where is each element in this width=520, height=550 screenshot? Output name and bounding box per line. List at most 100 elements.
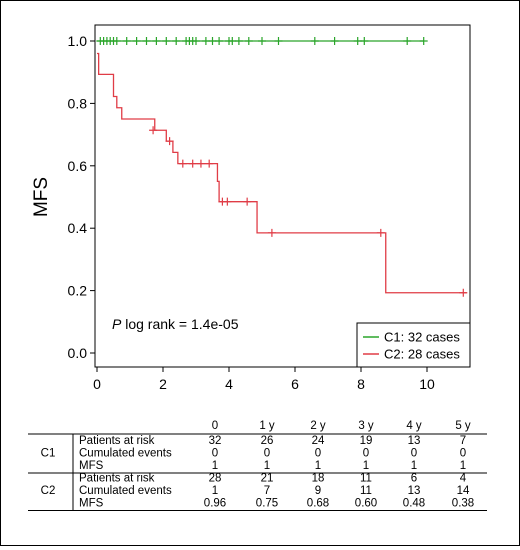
legend-label: C2: 28 cases	[384, 347, 460, 362]
x-tick-label: 2	[159, 376, 167, 392]
time-header: 3 y	[358, 420, 374, 432]
table-cell: 0.38	[452, 498, 474, 510]
censor-mark	[188, 159, 197, 168]
row-label: Patients at risk	[79, 435, 155, 447]
survival-curve	[97, 52, 467, 294]
time-header: 5 y	[455, 420, 471, 432]
censor-mark	[244, 37, 253, 45]
table-cell: 1	[212, 460, 218, 472]
censor-mark	[419, 37, 428, 45]
censor-mark	[122, 37, 131, 45]
table-cell: 32	[209, 435, 222, 447]
censor-mark	[192, 37, 200, 45]
y-tick-label: 0.8	[68, 95, 88, 111]
x-tick-label: 8	[357, 376, 365, 392]
time-header: 0	[212, 420, 218, 432]
table-cell: 13	[408, 435, 421, 447]
table-cell: 6	[411, 473, 417, 485]
censor-mark	[376, 228, 385, 237]
table-cell: 0.48	[403, 498, 425, 510]
censor-mark	[330, 37, 339, 45]
x-tick-label: 0	[93, 376, 101, 392]
table-cell: 1	[460, 460, 466, 472]
row-label: MFS	[79, 460, 104, 472]
series-2	[97, 52, 468, 297]
censor-mark	[274, 37, 283, 45]
table-cell: 1	[411, 460, 417, 472]
censor-mark	[112, 37, 121, 45]
table-cell: 0.68	[307, 498, 329, 510]
table-cell: 14	[457, 485, 470, 497]
table-cell: 28	[209, 473, 222, 485]
table-cell: 0	[411, 448, 417, 460]
table-cell: 26	[261, 435, 274, 447]
logrank-text: log rank = 1.4e-05	[121, 316, 238, 332]
plot-area: 0.0 0.2 0.4 0.6 0.8 1.0 0 2 4 6 8 10	[68, 24, 471, 392]
y-tick-label: 0.6	[68, 158, 88, 174]
table-cell: 7	[460, 435, 466, 447]
table-cell: 9	[315, 485, 321, 497]
censor-mark	[360, 37, 369, 45]
y-tick-label: 0.2	[68, 283, 88, 299]
table-cell: 4	[460, 473, 467, 485]
censor-mark	[152, 37, 161, 45]
table-cell: 18	[312, 473, 325, 485]
table-cell: 1	[264, 460, 270, 472]
table-cell: 1	[315, 460, 321, 472]
table-cell: 1	[212, 485, 218, 497]
plot-border	[94, 24, 471, 368]
x-tick-label: 4	[225, 376, 233, 392]
table-cell: 0	[315, 448, 321, 460]
censor-mark	[162, 37, 171, 45]
censor-mark	[196, 159, 205, 168]
table-cell: 0.60	[355, 498, 377, 510]
time-header: 1 y	[259, 420, 275, 432]
table-cell: 0	[212, 448, 218, 460]
row-label: Patients at risk	[79, 473, 155, 485]
table-cell: 0	[264, 448, 270, 460]
censor-mark	[132, 37, 141, 45]
censor-mark	[165, 137, 174, 146]
table-cell: 11	[360, 473, 372, 485]
y-tick-label: 0.0	[68, 345, 88, 361]
logrank-annotation: P log rank = 1.4e-05	[112, 316, 239, 332]
legend: C1: 32 cases C2: 28 cases	[356, 322, 471, 368]
row-label: MFS	[79, 498, 104, 510]
y-axis-label: MFS	[31, 177, 52, 217]
censor-mark	[205, 159, 214, 168]
censor-mark	[142, 37, 151, 45]
table-cell: 21	[261, 473, 274, 485]
table-cell: 0	[460, 448, 466, 460]
table-cell: 0	[363, 448, 369, 460]
table-cell: 19	[360, 435, 373, 447]
x-tick-label: 10	[419, 376, 435, 392]
censor-mark	[234, 37, 243, 45]
row-label: Cumulated events	[79, 448, 172, 460]
x-tick-label: 6	[291, 376, 299, 392]
table-cell: 13	[408, 485, 421, 497]
logrank-p-italic: P	[112, 316, 122, 332]
legend-box	[356, 322, 471, 368]
table-cell: 11	[360, 485, 372, 497]
series-1	[96, 37, 428, 45]
censor-mark	[178, 159, 187, 168]
censor-mark	[223, 197, 232, 206]
table-cell: 1	[363, 460, 369, 472]
censor-mark	[172, 37, 181, 45]
censor-mark	[267, 228, 276, 237]
table-cell: 24	[312, 435, 325, 447]
censor-mark	[215, 37, 224, 45]
group-label: C1	[41, 448, 56, 460]
censor-mark	[403, 37, 412, 45]
censor-mark	[243, 197, 252, 206]
legend-label: C1: 32 cases	[384, 330, 460, 345]
y-tick-label: 1.0	[68, 33, 88, 49]
censor-mark	[310, 37, 319, 45]
censor-mark	[459, 288, 468, 297]
row-label: Cumulated events	[79, 485, 172, 497]
table-cell: 0.96	[204, 498, 226, 510]
censor-mark	[258, 37, 266, 45]
table-cell: 7	[264, 485, 270, 497]
